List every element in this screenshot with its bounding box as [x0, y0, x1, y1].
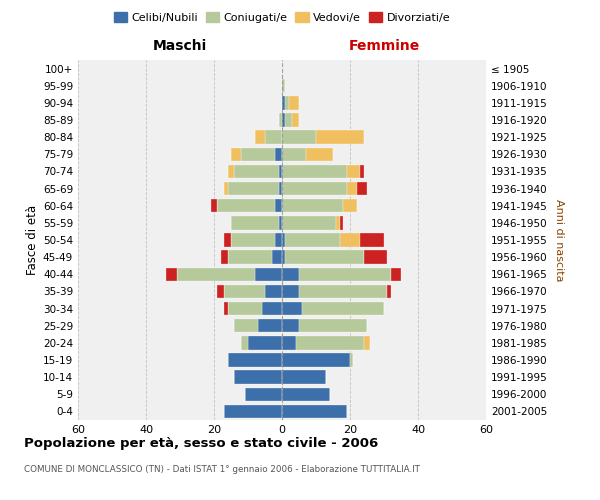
- Bar: [282, 336, 296, 349]
- Bar: [388, 284, 391, 298]
- Bar: [282, 96, 286, 110]
- Bar: [224, 284, 265, 298]
- Bar: [347, 182, 357, 196]
- Bar: [211, 199, 217, 212]
- Text: COMUNE DI MONCLASSICO (TN) - Dati ISTAT 1° gennaio 2006 - Elaborazione TUTTITALI: COMUNE DI MONCLASSICO (TN) - Dati ISTAT …: [24, 466, 420, 474]
- Bar: [166, 268, 176, 281]
- Bar: [282, 319, 299, 332]
- Bar: [347, 164, 360, 178]
- Bar: [258, 319, 282, 332]
- Bar: [282, 250, 286, 264]
- Bar: [231, 234, 275, 246]
- Bar: [224, 234, 231, 246]
- Bar: [299, 268, 391, 281]
- Bar: [282, 148, 306, 161]
- Bar: [286, 114, 292, 126]
- Bar: [241, 336, 248, 349]
- Bar: [282, 370, 326, 384]
- Bar: [235, 319, 258, 332]
- Bar: [235, 370, 282, 384]
- Bar: [302, 302, 384, 316]
- Bar: [278, 216, 282, 230]
- Bar: [289, 96, 299, 110]
- Bar: [364, 336, 370, 349]
- Y-axis label: Anni di nascita: Anni di nascita: [554, 198, 564, 281]
- Bar: [255, 130, 265, 144]
- Bar: [265, 130, 282, 144]
- Bar: [364, 250, 388, 264]
- Bar: [235, 164, 278, 178]
- Bar: [296, 336, 364, 349]
- Bar: [272, 250, 282, 264]
- Bar: [224, 302, 227, 316]
- Bar: [282, 182, 347, 196]
- Bar: [340, 234, 360, 246]
- Bar: [282, 79, 286, 92]
- Text: Popolazione per età, sesso e stato civile - 2006: Popolazione per età, sesso e stato civil…: [24, 438, 378, 450]
- Bar: [227, 250, 272, 264]
- Y-axis label: Fasce di età: Fasce di età: [26, 205, 39, 275]
- Bar: [227, 354, 282, 366]
- Bar: [299, 319, 367, 332]
- Bar: [245, 388, 282, 401]
- Bar: [224, 404, 282, 418]
- Bar: [282, 268, 299, 281]
- Bar: [282, 404, 347, 418]
- Bar: [224, 182, 227, 196]
- Bar: [350, 354, 353, 366]
- Bar: [337, 216, 340, 230]
- Bar: [282, 354, 350, 366]
- Bar: [340, 216, 343, 230]
- Bar: [278, 164, 282, 178]
- Bar: [275, 234, 282, 246]
- Bar: [286, 250, 364, 264]
- Bar: [292, 114, 299, 126]
- Bar: [231, 148, 241, 161]
- Bar: [286, 96, 289, 110]
- Bar: [278, 114, 282, 126]
- Bar: [306, 148, 333, 161]
- Bar: [286, 234, 340, 246]
- Bar: [282, 130, 316, 144]
- Bar: [241, 148, 275, 161]
- Bar: [357, 182, 367, 196]
- Bar: [360, 164, 364, 178]
- Bar: [282, 388, 329, 401]
- Bar: [262, 302, 282, 316]
- Bar: [278, 182, 282, 196]
- Bar: [221, 250, 227, 264]
- Bar: [343, 199, 357, 212]
- Bar: [227, 302, 262, 316]
- Bar: [275, 148, 282, 161]
- Bar: [227, 182, 278, 196]
- Bar: [282, 216, 337, 230]
- Bar: [275, 199, 282, 212]
- Bar: [255, 268, 282, 281]
- Bar: [231, 216, 278, 230]
- Bar: [217, 284, 224, 298]
- Text: Maschi: Maschi: [153, 39, 207, 53]
- Bar: [391, 268, 401, 281]
- Bar: [282, 114, 286, 126]
- Bar: [282, 284, 299, 298]
- Bar: [227, 164, 235, 178]
- Bar: [299, 284, 388, 298]
- Bar: [217, 199, 275, 212]
- Bar: [316, 130, 364, 144]
- Bar: [265, 284, 282, 298]
- Bar: [282, 234, 286, 246]
- Bar: [282, 164, 347, 178]
- Bar: [282, 302, 302, 316]
- Bar: [176, 268, 255, 281]
- Text: Femmine: Femmine: [349, 39, 419, 53]
- Legend: Celibi/Nubili, Coniugati/e, Vedovi/e, Divorziati/e: Celibi/Nubili, Coniugati/e, Vedovi/e, Di…: [109, 8, 455, 28]
- Bar: [282, 199, 343, 212]
- Bar: [248, 336, 282, 349]
- Bar: [360, 234, 384, 246]
